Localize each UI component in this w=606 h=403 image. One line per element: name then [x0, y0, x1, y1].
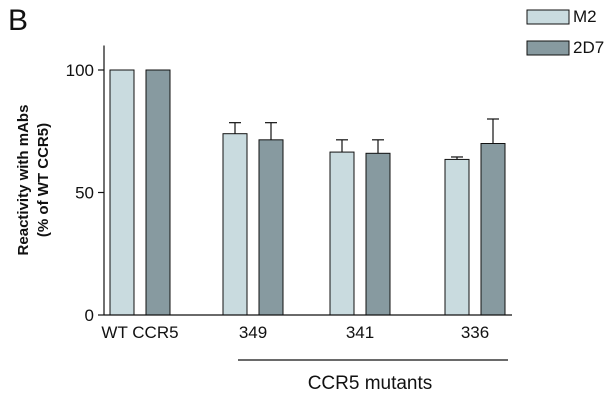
y-tick-label-0: 0	[85, 306, 94, 325]
x-category-label-3: 336	[461, 323, 489, 342]
legend-label-2d7: 2D7	[573, 38, 604, 57]
y-tick-label-50: 50	[75, 184, 94, 203]
bar-m2-1	[222, 133, 248, 316]
bar-m2-3	[444, 158, 470, 316]
group-label: CCR5 mutants	[308, 373, 433, 394]
legend-swatch-2d7	[526, 40, 570, 56]
legend: M2 2D7	[526, 7, 604, 57]
x-category-label-0: WT CCR5	[101, 323, 178, 342]
y-axis-label-line1: Reactivity with mAbs	[15, 105, 32, 256]
legend-label-m2: M2	[573, 7, 597, 26]
y-axis: 0 50 100	[66, 45, 105, 325]
bars	[109, 69, 506, 316]
y-axis-label-line2: (% of WT CCR5)	[35, 123, 52, 237]
bar-2d7-3	[480, 143, 506, 316]
legend-swatch-m2	[526, 9, 570, 25]
y-tick-label-100: 100	[66, 61, 94, 80]
x-category-label-2: 341	[346, 323, 374, 342]
bar-2d7-1	[258, 139, 284, 316]
x-axis: WT CCR5 349 341 336	[101, 314, 512, 342]
bar-m2-0	[109, 69, 135, 316]
bar-2d7-0	[145, 69, 171, 316]
bar-2d7-2	[365, 152, 391, 316]
bar-m2-2	[329, 151, 355, 316]
x-category-label-1: 349	[239, 323, 267, 342]
panel-label: B	[8, 4, 28, 37]
